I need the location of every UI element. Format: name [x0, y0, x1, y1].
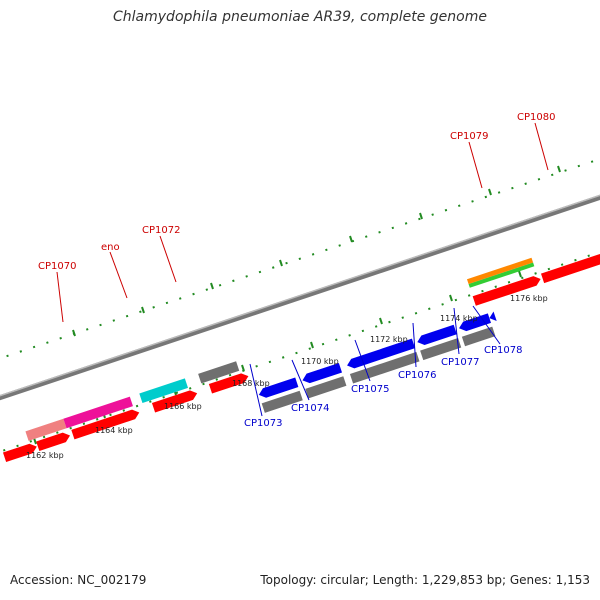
tick-mark	[518, 270, 522, 278]
top-labels: CP1070 eno CP1072 CP1079 CP1080	[38, 112, 555, 272]
bottom-leaders	[249, 305, 501, 417]
gene-block	[198, 361, 240, 384]
leader-line	[109, 251, 128, 299]
leader-line	[472, 305, 501, 345]
backbone-line	[0, 194, 600, 401]
gene-arrow	[2, 443, 37, 463]
gene-arrow	[472, 276, 541, 306]
gene-block	[139, 378, 189, 403]
gene-block	[25, 418, 67, 441]
top-leaders	[56, 122, 549, 323]
gene-label: CP1073	[244, 418, 282, 429]
gene-arrow	[258, 377, 299, 398]
feature-track	[2, 253, 600, 463]
leader-line	[159, 235, 177, 283]
tick-mark	[241, 364, 245, 372]
leader-line	[354, 339, 371, 382]
gene-arrow	[540, 253, 600, 284]
bottom-labels: CP1073 CP1074 CP1075 CP1076 CP1077 CP107…	[244, 345, 522, 429]
gene-arrow	[459, 313, 491, 332]
genome-backbone	[0, 194, 600, 401]
reverse-genes-inner	[261, 326, 496, 413]
tick-label: 1166 kbp	[164, 402, 202, 411]
tick-mark	[379, 317, 383, 325]
gene-block	[461, 326, 496, 347]
tick-label: 1176 kbp	[510, 294, 548, 303]
tick-mark	[279, 259, 283, 267]
gene-label: CP1077	[441, 357, 479, 368]
genome-title: Chlamydophila pneumoniae AR39, complete …	[113, 9, 487, 25]
tick-mark	[419, 212, 423, 220]
scale-ticks	[33, 165, 561, 445]
gene-arrow	[71, 409, 140, 440]
gene-label: eno	[101, 242, 120, 253]
leader-line	[468, 141, 483, 189]
gene-block	[349, 351, 420, 384]
gene-arrow	[302, 362, 343, 384]
gene-arrow	[151, 390, 198, 413]
gene-block	[305, 376, 347, 399]
leader-line	[291, 359, 310, 401]
gene-label: CP1079	[450, 131, 488, 142]
gene-label: CP1078	[484, 345, 522, 356]
forward-genes-inner	[2, 253, 600, 463]
gene-label: CP1074	[291, 403, 329, 414]
reverse-genes-outer	[258, 311, 497, 398]
leader-line	[534, 122, 549, 171]
tick-label: 1168 kbp	[232, 379, 270, 388]
scale-labels: 1162 kbp 1164 kbp 1166 kbp 1168 kbp 1170…	[26, 294, 548, 460]
gene-arrow	[489, 311, 497, 321]
gene-label: CP1070	[38, 261, 76, 272]
gene-arrow	[347, 338, 416, 369]
gene-block	[466, 257, 534, 284]
gene-block	[261, 390, 303, 413]
gene-label: CP1080	[517, 112, 555, 123]
gene-arrow	[36, 432, 71, 451]
leader-line	[453, 307, 460, 355]
gene-label: CP1075	[351, 384, 389, 395]
leader-line	[56, 271, 64, 323]
tick-mark	[349, 235, 353, 243]
upper-outer-guide	[0, 158, 600, 360]
leader-line	[249, 363, 263, 417]
accession-text: Accession: NC_002179	[10, 573, 147, 587]
tick-mark	[449, 294, 453, 302]
forward-genes-outer	[25, 257, 535, 441]
tick-mark	[141, 306, 145, 314]
gene-arrow	[417, 324, 457, 345]
tick-mark	[33, 437, 37, 445]
tick-mark	[210, 282, 214, 290]
tick-label: 1170 kbp	[301, 357, 339, 366]
tick-mark	[557, 165, 561, 173]
backbone-highlight	[0, 194, 600, 397]
tick-mark	[310, 341, 314, 349]
topology-text: Topology: circular; Length: 1,229,853 bp…	[260, 573, 590, 587]
gene-block	[420, 338, 462, 361]
gene-label: CP1076	[398, 370, 436, 381]
tick-mark	[72, 329, 76, 337]
tick-label: 1172 kbp	[370, 335, 408, 344]
tick-label: 1174 kbp	[440, 314, 478, 323]
gene-label: CP1072	[142, 225, 180, 236]
tick-label: 1164 kbp	[95, 426, 133, 435]
tick-mark	[488, 188, 492, 196]
tick-label: 1162 kbp	[26, 451, 64, 460]
gene-block	[63, 396, 133, 429]
leader-line	[412, 322, 417, 368]
gene-arrow	[208, 373, 249, 394]
gene-block	[468, 262, 535, 288]
